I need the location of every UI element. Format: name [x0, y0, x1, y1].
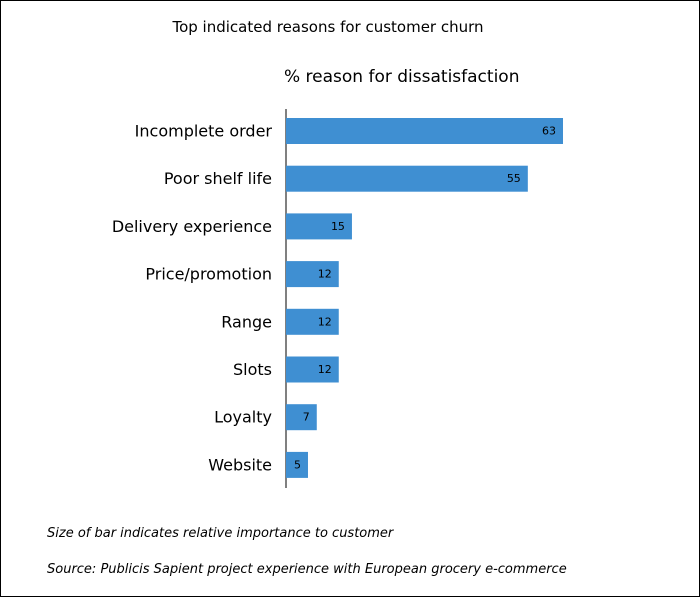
bar [286, 261, 339, 288]
data-label: 12 [318, 363, 332, 376]
bar [286, 308, 339, 335]
bar [286, 404, 317, 431]
category-label: Price/promotion [145, 265, 272, 284]
category-label: Website [208, 455, 272, 474]
category-label: Range [221, 312, 272, 331]
category-label: Delivery experience [112, 217, 272, 236]
category-label: Poor shelf life [164, 169, 272, 188]
data-label: 55 [507, 172, 521, 185]
data-label: 63 [542, 125, 556, 138]
data-label: 15 [331, 220, 345, 233]
footnote-size-note: Size of bar indicates relative importanc… [47, 526, 394, 541]
chart-subtitle: % reason for dissatisfaction [284, 67, 520, 87]
bar [286, 165, 528, 192]
data-label: 5 [294, 458, 301, 471]
category-label: Incomplete order [135, 122, 273, 141]
data-label: 7 [303, 411, 310, 424]
data-label: 12 [318, 315, 332, 328]
data-label: 12 [318, 268, 332, 281]
bar [286, 118, 563, 144]
bar [286, 356, 339, 383]
category-label: Slots [233, 360, 272, 379]
footnote-source: Source: Publicis Sapient project experie… [47, 562, 567, 577]
bar [286, 451, 308, 478]
bar [286, 213, 352, 240]
chart-title: Top indicated reasons for customer churn [172, 18, 484, 36]
category-label: Loyalty [214, 408, 272, 427]
